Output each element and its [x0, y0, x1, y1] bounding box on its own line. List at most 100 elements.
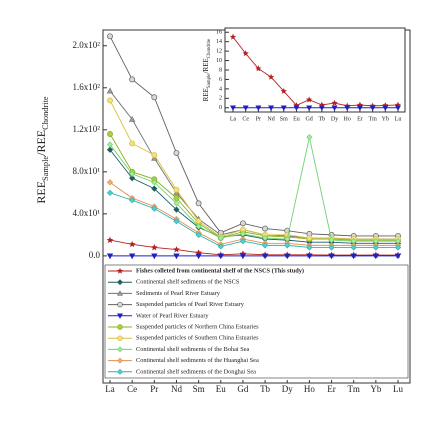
- y-tick-label: 1.6x10²: [73, 82, 101, 92]
- y-tick-label: 2: [219, 96, 222, 102]
- point: [328, 253, 335, 260]
- x-tick-label: Ce: [127, 384, 137, 394]
- y-tick-label: 8: [219, 67, 222, 73]
- legend-label: Suspended particles of Northern China Es…: [136, 323, 259, 330]
- y-tick-label: 12: [216, 48, 222, 54]
- legend-label: Continental shelf sediments of the Bohai…: [136, 346, 250, 353]
- point: [372, 244, 379, 251]
- point: [128, 253, 136, 260]
- point: [394, 244, 402, 251]
- point: [217, 243, 224, 250]
- point: [195, 218, 202, 225]
- y-axis-label-part: Chondrite: [207, 39, 212, 59]
- legend-label: Fishes colleted from continental shelf o…: [136, 267, 304, 274]
- y-tick-label: 0.0: [89, 250, 101, 260]
- point: [306, 244, 313, 251]
- series-line: [109, 100, 398, 240]
- y-axis-label-part: /REE: [202, 58, 210, 73]
- point: [255, 65, 262, 72]
- y-axis-label: REESample/REEChondrite: [34, 96, 51, 204]
- point: [230, 105, 236, 111]
- x-tick-label: Ho: [304, 384, 315, 394]
- y-tick-label: 1.2x10²: [73, 124, 101, 134]
- point: [239, 238, 247, 245]
- y-tick-label: 16: [216, 30, 222, 36]
- y-axis-label-part: Sample: [207, 73, 212, 88]
- series-line: [109, 181, 398, 246]
- legend-label: Continental shelf sediments of the Huang…: [136, 357, 259, 364]
- point: [372, 253, 380, 260]
- series-line: [109, 192, 398, 248]
- point: [395, 105, 401, 111]
- point: [150, 243, 158, 251]
- point: [261, 242, 269, 249]
- x-tick-label: Lu: [395, 116, 402, 122]
- point: [268, 105, 275, 111]
- x-tick-label: Gd: [237, 384, 248, 394]
- point: [151, 185, 158, 192]
- point: [116, 267, 124, 274]
- x-tick-label: Tb: [260, 384, 270, 394]
- y-tick-label: 4: [219, 86, 222, 92]
- point: [129, 76, 136, 83]
- x-tick-label: Yb: [370, 384, 381, 394]
- point: [107, 131, 113, 137]
- series-line: [109, 239, 398, 256]
- point: [106, 146, 114, 153]
- point: [394, 253, 402, 260]
- x-tick-label: Gd: [305, 116, 312, 122]
- x-tick-label: Tm: [347, 384, 360, 394]
- x-tick-label: La: [230, 116, 237, 122]
- point: [331, 105, 338, 111]
- point: [117, 324, 123, 330]
- series-line: [109, 149, 398, 244]
- y-axis-label-part: Chondrite: [41, 96, 50, 130]
- point: [128, 240, 136, 248]
- legend-label: Sediments of Pearl River Estuary: [136, 290, 221, 297]
- point: [173, 200, 180, 207]
- series-line: [109, 36, 398, 237]
- point: [117, 279, 123, 286]
- point: [195, 231, 202, 238]
- point: [129, 197, 136, 204]
- point: [369, 105, 376, 111]
- point: [117, 368, 123, 375]
- x-tick-label: Ho: [344, 116, 351, 122]
- y-tick-label: 2.0x10²: [73, 40, 101, 50]
- point: [151, 179, 158, 186]
- point: [107, 97, 113, 104]
- x-tick-label: Tb: [319, 116, 326, 122]
- point: [106, 141, 114, 148]
- x-tick-label: Dy: [282, 384, 293, 394]
- point: [195, 200, 202, 207]
- point: [173, 218, 180, 225]
- point: [129, 170, 136, 178]
- x-tick-label: Dy: [331, 116, 338, 122]
- point: [151, 253, 158, 260]
- y-axis-label-part: REE: [202, 88, 210, 101]
- inset-frame: [224, 27, 406, 113]
- point: [284, 253, 291, 260]
- point: [173, 149, 180, 156]
- point: [318, 105, 325, 111]
- point: [262, 225, 269, 232]
- point: [173, 206, 180, 213]
- point: [129, 175, 136, 182]
- point: [117, 301, 123, 308]
- y-tick-label: 10: [216, 58, 222, 64]
- point: [255, 105, 262, 111]
- point: [356, 105, 363, 111]
- y-axis-label-part: REE: [34, 181, 48, 204]
- series-line: [109, 133, 398, 241]
- y-tick-label: 8.0x10¹: [73, 166, 101, 176]
- point: [195, 223, 202, 230]
- x-tick-label: Pr: [256, 116, 261, 122]
- x-tick-label: Pr: [150, 384, 158, 394]
- y-axis-label-part: /REE: [34, 130, 48, 156]
- point: [242, 50, 249, 57]
- point: [306, 134, 313, 141]
- x-tick-label: La: [105, 384, 115, 394]
- point: [117, 357, 123, 364]
- x-tick-label: Ce: [242, 116, 249, 122]
- point: [117, 313, 123, 319]
